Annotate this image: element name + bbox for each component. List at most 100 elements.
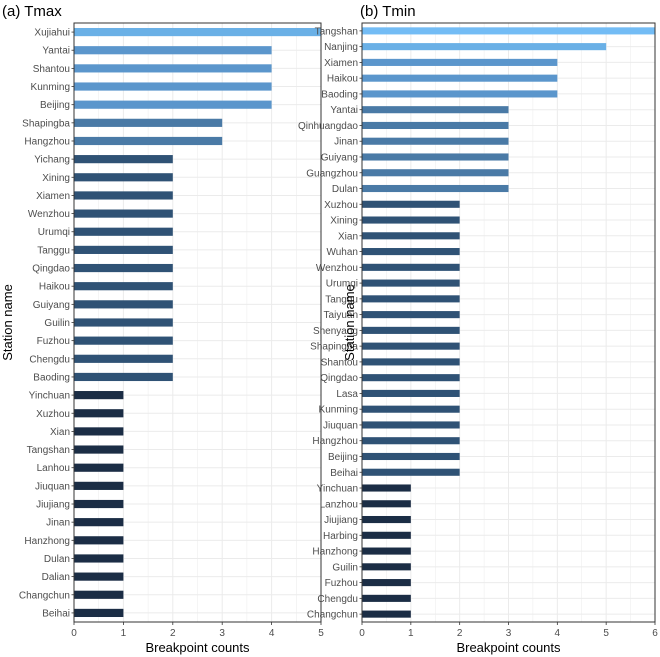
bar-tmax-changchun: [74, 590, 124, 599]
bar-tmin-lanzhou: [362, 500, 411, 508]
category-label: Haikou: [327, 74, 358, 85]
bar-tmax-baoding: [74, 372, 173, 382]
category-label: Guiyang: [321, 152, 358, 163]
category-label: Jiuquan: [35, 481, 70, 492]
category-label: Yinchuan: [29, 391, 70, 402]
category-label: Changchun: [307, 610, 358, 621]
x-tick-label: 1: [408, 628, 414, 639]
category-label: Yinchuan: [317, 484, 358, 495]
bar-tmax-yichang: [74, 155, 173, 164]
bar-tmin-kunming: [362, 405, 460, 413]
bar-tmin-nanjing: [362, 43, 607, 51]
category-label: Xining: [330, 216, 358, 227]
panel-tmax: Xujiahui Yantai Shantou Kunming Beijing Shapi…: [0, 3, 324, 655]
bar-tmin-fuzhou: [362, 579, 411, 587]
bar-tmax-xian: [74, 427, 124, 436]
bar-tmax-xiamen: [74, 191, 173, 200]
category-label: Chengdu: [29, 354, 70, 365]
bar-tmax-shapingba: [74, 118, 223, 127]
category-label: Tanggu: [37, 245, 70, 256]
bar-tmin-yantai: [362, 106, 509, 114]
bar-tmax-xujiahui: [74, 27, 321, 37]
bar-tmax-jinan: [74, 518, 124, 527]
bar-tmin-xiamen: [362, 58, 558, 66]
x-tick-label: 1: [121, 628, 127, 639]
category-label: Chengdu: [317, 594, 358, 605]
category-label: Guiyang: [33, 300, 70, 311]
category-label: Qingdao: [320, 373, 358, 384]
category-label: Baoding: [321, 89, 358, 100]
bar-tmax-jiujiang: [74, 499, 124, 509]
bar-tmax-shantou: [74, 64, 272, 73]
category-label: Yichang: [34, 155, 70, 166]
x-axis-label: Breakpoint counts: [456, 640, 561, 655]
x-tick-label: 2: [457, 628, 463, 639]
category-label: Guilin: [44, 318, 70, 329]
x-tick-label: 4: [555, 628, 561, 639]
chart-title: (a) Tmax: [2, 3, 62, 20]
category-label: Beihai: [42, 608, 70, 619]
x-axis-label: Breakpoint counts: [145, 640, 250, 655]
bar-tmin-beihai: [362, 468, 460, 476]
category-label: Shantou: [33, 64, 70, 75]
bar-tmax-yantai: [74, 46, 272, 55]
category-label: Jinan: [46, 518, 70, 529]
category-label: Nanjing: [324, 42, 358, 53]
bar-tmax-haikou: [74, 282, 173, 291]
bar-tmin-baoding: [362, 90, 558, 98]
x-tick-label: 5: [603, 628, 609, 639]
category-label: Urumqi: [38, 227, 70, 238]
category-label: Wuhan: [326, 247, 358, 258]
panel-border: [73, 22, 322, 623]
category-label: Changchun: [19, 590, 70, 601]
category-label: Baoding: [33, 372, 70, 383]
category-label: Guilin: [332, 562, 358, 573]
bar-tmin-taiyuan: [362, 311, 460, 319]
bar-tmin-qingdao: [362, 374, 460, 382]
category-label: Yantai: [42, 46, 70, 57]
category-label: Kunming: [31, 82, 70, 93]
category-label: Dulan: [44, 554, 70, 565]
category-label: Tangshan: [315, 26, 358, 37]
category-label: Fuzhou: [325, 578, 358, 589]
bar-tmax-urumqi: [74, 227, 173, 236]
category-label: Beihai: [330, 468, 358, 479]
bar-tmin-wenzhou: [362, 263, 460, 271]
category-label: Beijing: [40, 100, 70, 111]
bar-tmax-qingdao: [74, 263, 173, 273]
category-label: Wenzhou: [316, 263, 358, 274]
category-label: Xian: [50, 427, 70, 438]
bar-tmax-tangshan: [74, 445, 124, 454]
category-label: Qinhuangdao: [298, 121, 358, 132]
bar-tmax-jiuquan: [74, 481, 124, 490]
bar-tmax-wenzhou: [74, 209, 173, 218]
y-axis-label: Station name: [342, 284, 357, 361]
bar-tmax-guiyang: [74, 300, 173, 309]
x-tick-label: 0: [71, 628, 77, 639]
category-label: Dulan: [332, 184, 358, 195]
category-label: Urumqi: [326, 279, 358, 290]
panel-tmin: Tangshan Nanjing Xiamen Haikou Baoding Yantai…: [298, 3, 658, 655]
category-label: Guangzhou: [306, 168, 358, 179]
x-tick-label: 6: [652, 628, 658, 639]
category-label: Jinan: [334, 137, 358, 148]
x-tick-label: 4: [269, 628, 275, 639]
category-label: Wenzhou: [28, 209, 70, 220]
bar-tmax-chengdu: [74, 354, 173, 363]
x-tick-label: 3: [219, 628, 225, 639]
bar-tmax-beijing: [74, 100, 272, 109]
chart-title: (b) Tmin: [360, 3, 416, 20]
bar-tmin-jinan: [362, 137, 509, 145]
category-label: Jiujiang: [324, 515, 358, 526]
category-label: Haikou: [39, 282, 70, 293]
y-axis-label: Station name: [0, 284, 15, 361]
bar-tmax-kunming: [74, 82, 272, 91]
category-label: Jiujiang: [36, 500, 70, 511]
category-label: Xining: [42, 173, 70, 184]
category-label: Lanzhou: [320, 499, 358, 510]
bar-tmin-shantou: [362, 358, 460, 366]
category-label: Beijing: [328, 452, 358, 463]
bar-tmin-urumqi: [362, 279, 460, 287]
bar-tmax-beihai: [74, 608, 124, 618]
